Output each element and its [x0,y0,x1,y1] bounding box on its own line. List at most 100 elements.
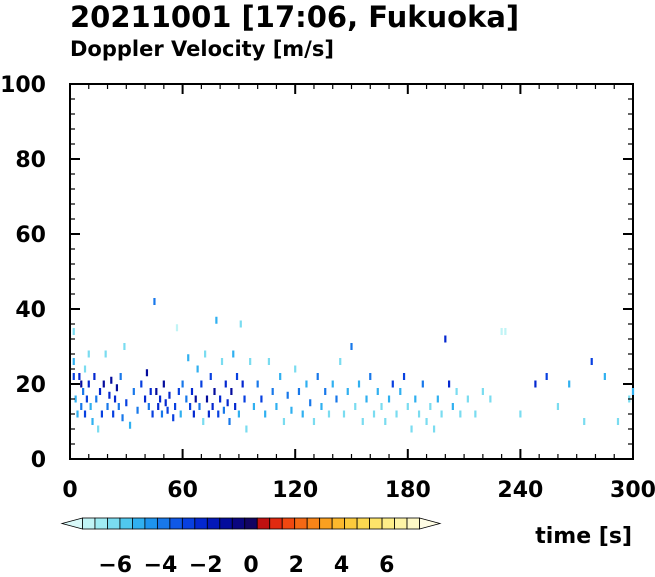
data-cell [264,410,267,418]
data-cell [372,410,376,418]
data-cell [335,395,338,403]
colorbar-tick-label: 0 [243,553,258,577]
colorbar-swatch [331,517,346,530]
data-cell [350,343,353,350]
colorbar-swatch [419,517,442,530]
data-cell [235,373,239,380]
data-cell [91,418,94,425]
data-cell [481,388,484,395]
data-cell [436,395,439,403]
data-cell [87,380,90,388]
data-cell [82,388,85,395]
data-cell [177,388,180,395]
data-cell [112,410,115,418]
data-cell [198,403,201,410]
colorbar-swatch [206,517,221,530]
data-cell [166,406,169,414]
data-cell [534,380,537,388]
colorbar-swatch [107,517,121,530]
data-cell [123,343,126,350]
data-cell [232,350,235,358]
data-cell [252,403,256,410]
data-cell [451,403,454,410]
data-cell [224,380,227,388]
data-cell [357,380,361,388]
x-tick-label: 120 [272,478,318,503]
data-cell [143,395,147,403]
data-cell [391,380,394,388]
data-cell [164,399,167,407]
data-cell [108,391,111,399]
colorbar-swatch [369,517,383,530]
data-cell [140,380,143,388]
data-cell [219,395,222,403]
data-cell [102,380,105,388]
data-cell [500,328,503,335]
data-cell [297,388,301,395]
data-cell [421,380,424,388]
y-tick-label: 0 [31,448,46,473]
data-cell [95,395,98,403]
data-cell [202,418,205,425]
data-cell [128,421,132,429]
data-cell [342,410,346,418]
data-cell [256,380,259,388]
data-cell [339,358,342,365]
data-cell [519,410,522,418]
data-cell [354,403,357,410]
data-cell [230,388,233,395]
data-cell [459,410,462,418]
x-tick-label: 240 [497,478,543,503]
data-cell [211,403,214,410]
data-cell [440,410,443,418]
colorbar-tick-label: −6 [98,553,132,577]
data-cell [387,395,391,403]
data-cell [583,418,586,425]
data-cell [228,418,231,425]
data-cell [237,410,240,418]
data-cell [157,403,160,410]
data-cell [425,418,428,425]
data-cell [194,395,197,403]
colorbar-swatch [319,517,333,530]
data-cell [72,373,75,380]
data-cell [151,410,154,418]
colorbar-tick-label: 2 [289,553,304,577]
data-cell [205,395,209,403]
colorbar-swatch [356,517,370,530]
colorbar-swatch [181,517,196,530]
data-cell [365,395,368,403]
data-cell [185,395,188,403]
data-cell [447,380,451,388]
data-cell [153,298,156,305]
data-cell [410,425,413,433]
data-cell [181,380,184,388]
data-cell [545,373,548,380]
data-cell [241,380,244,388]
data-cell [395,410,398,418]
y-tick-label: 20 [15,373,46,398]
data-cell [119,373,122,380]
data-cell [324,388,327,395]
x-tick-label: 60 [167,478,198,503]
data-cell [110,376,113,384]
data-cell [115,384,119,392]
data-cell [346,388,349,395]
data-cell [189,403,192,410]
data-cell [93,373,96,380]
data-cell [432,425,436,433]
data-cell [444,335,447,343]
data-cell [162,380,165,388]
data-cell [309,399,312,407]
y-tick-label: 80 [15,148,46,173]
data-cell [568,380,571,388]
data-cell [286,391,289,399]
data-cell [331,380,334,388]
colorbar-tick-label: 6 [379,553,394,577]
colorbar-swatch [194,517,208,530]
data-cell [204,350,207,358]
data-cell [72,328,75,335]
data-cell [147,403,150,410]
data-cell [106,403,109,410]
colorbar-swatch [169,517,183,530]
